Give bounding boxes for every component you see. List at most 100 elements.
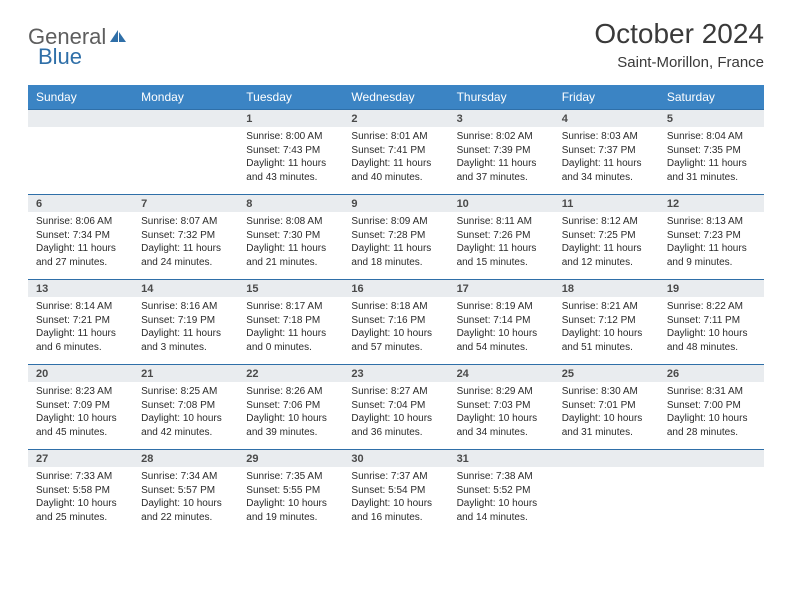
daylight-line: Daylight: 11 hours and 34 minutes. [562,157,651,184]
sunrise-line: Sunrise: 8:00 AM [246,130,335,144]
day-cell: 28Sunrise: 7:34 AMSunset: 5:57 PMDayligh… [133,449,238,534]
day-body: Sunrise: 8:26 AMSunset: 7:06 PMDaylight:… [238,382,343,449]
sunrise-line: Sunrise: 8:13 AM [667,215,756,229]
daylight-line: Daylight: 10 hours and 39 minutes. [246,412,335,439]
day-number: 18 [554,279,659,297]
day-body: Sunrise: 7:33 AMSunset: 5:58 PMDaylight:… [28,467,133,534]
day-number: 1 [238,109,343,127]
day-body: Sunrise: 8:31 AMSunset: 7:00 PMDaylight:… [659,382,764,449]
day-body: Sunrise: 8:02 AMSunset: 7:39 PMDaylight:… [449,127,554,194]
daylight-line: Daylight: 10 hours and 36 minutes. [351,412,440,439]
sunrise-line: Sunrise: 8:01 AM [351,130,440,144]
sunset-line: Sunset: 7:32 PM [141,229,230,243]
day-cell: 12Sunrise: 8:13 AMSunset: 7:23 PMDayligh… [659,194,764,279]
sunrise-line: Sunrise: 8:02 AM [457,130,546,144]
sunrise-line: Sunrise: 7:34 AM [141,470,230,484]
week-row: 1Sunrise: 8:00 AMSunset: 7:43 PMDaylight… [28,109,764,194]
day-number: 7 [133,194,238,212]
sunset-line: Sunset: 5:54 PM [351,484,440,498]
sunrise-line: Sunrise: 7:33 AM [36,470,125,484]
day-number: 26 [659,364,764,382]
daylight-line: Daylight: 11 hours and 37 minutes. [457,157,546,184]
sunrise-line: Sunrise: 8:09 AM [351,215,440,229]
day-body: Sunrise: 8:01 AMSunset: 7:41 PMDaylight:… [343,127,448,194]
day-number: 8 [238,194,343,212]
sunset-line: Sunset: 7:06 PM [246,399,335,413]
daylight-line: Daylight: 10 hours and 45 minutes. [36,412,125,439]
sunrise-line: Sunrise: 8:29 AM [457,385,546,399]
day-number: 29 [238,449,343,467]
day-body: Sunrise: 8:08 AMSunset: 7:30 PMDaylight:… [238,212,343,279]
dow-row: Sunday Monday Tuesday Wednesday Thursday… [28,85,764,109]
sunrise-line: Sunrise: 8:16 AM [141,300,230,314]
day-body: Sunrise: 8:27 AMSunset: 7:04 PMDaylight:… [343,382,448,449]
day-number: 12 [659,194,764,212]
sunset-line: Sunset: 5:55 PM [246,484,335,498]
location-label: Saint-Morillon, France [594,54,764,71]
day-body: Sunrise: 8:19 AMSunset: 7:14 PMDaylight:… [449,297,554,364]
sunset-line: Sunset: 7:37 PM [562,144,651,158]
day-number: 4 [554,109,659,127]
day-number: 10 [449,194,554,212]
daylight-line: Daylight: 10 hours and 19 minutes. [246,497,335,524]
sail-icon [108,24,128,50]
daylight-line: Daylight: 11 hours and 6 minutes. [36,327,125,354]
day-body: Sunrise: 8:14 AMSunset: 7:21 PMDaylight:… [28,297,133,364]
day-number: 13 [28,279,133,297]
day-cell: 4Sunrise: 8:03 AMSunset: 7:37 PMDaylight… [554,109,659,194]
daylight-line: Daylight: 10 hours and 22 minutes. [141,497,230,524]
dow-thursday: Thursday [449,85,554,109]
day-body [554,467,659,525]
day-body: Sunrise: 8:16 AMSunset: 7:19 PMDaylight:… [133,297,238,364]
sunset-line: Sunset: 7:19 PM [141,314,230,328]
header: General October 2024 Saint-Morillon, Fra… [28,18,764,71]
day-number: 17 [449,279,554,297]
day-cell: 21Sunrise: 8:25 AMSunset: 7:08 PMDayligh… [133,364,238,449]
sunset-line: Sunset: 7:39 PM [457,144,546,158]
sunrise-line: Sunrise: 8:21 AM [562,300,651,314]
day-cell: 23Sunrise: 8:27 AMSunset: 7:04 PMDayligh… [343,364,448,449]
sunset-line: Sunset: 7:35 PM [667,144,756,158]
day-cell: 14Sunrise: 8:16 AMSunset: 7:19 PMDayligh… [133,279,238,364]
day-number [133,109,238,127]
sunrise-line: Sunrise: 8:04 AM [667,130,756,144]
sunrise-line: Sunrise: 8:23 AM [36,385,125,399]
day-cell: 29 Sunrise: 7:35 AMSunset: 5:55 PMDayligh… [238,449,343,534]
day-cell [28,109,133,194]
daylight-line: Daylight: 11 hours and 12 minutes. [562,242,651,269]
page-title: October 2024 [594,18,764,50]
day-number: 31 [449,449,554,467]
daylight-line: Daylight: 11 hours and 3 minutes. [141,327,230,354]
sunset-line: Sunset: 7:11 PM [667,314,756,328]
day-body [28,127,133,185]
day-number: 24 [449,364,554,382]
sunrise-line: Sunrise: 8:25 AM [141,385,230,399]
day-body: Sunrise: 8:00 AMSunset: 7:43 PMDaylight:… [238,127,343,194]
sunrise-line: Sunrise: 8:03 AM [562,130,651,144]
daylight-line: Daylight: 10 hours and 25 minutes. [36,497,125,524]
day-number [28,109,133,127]
daylight-line: Daylight: 11 hours and 15 minutes. [457,242,546,269]
day-number [554,449,659,467]
daylight-line: Daylight: 10 hours and 57 minutes. [351,327,440,354]
daylight-line: Daylight: 11 hours and 9 minutes. [667,242,756,269]
sunrise-line: Sunrise: 7:38 AM [457,470,546,484]
day-number: 28 [133,449,238,467]
sunset-line: Sunset: 7:12 PM [562,314,651,328]
day-cell: 16Sunrise: 8:18 AMSunset: 7:16 PMDayligh… [343,279,448,364]
sunset-line: Sunset: 7:01 PM [562,399,651,413]
daylight-line: Daylight: 11 hours and 18 minutes. [351,242,440,269]
sunset-line: Sunset: 7:26 PM [457,229,546,243]
sunset-line: Sunset: 7:03 PM [457,399,546,413]
day-body: Sunrise: 8:03 AMSunset: 7:37 PMDaylight:… [554,127,659,194]
day-cell: 25Sunrise: 8:30 AMSunset: 7:01 PMDayligh… [554,364,659,449]
dow-sunday: Sunday [28,85,133,109]
sunrise-line: Sunrise: 7:35 AM [246,470,335,484]
daylight-line: Daylight: 11 hours and 31 minutes. [667,157,756,184]
daylight-line: Daylight: 11 hours and 40 minutes. [351,157,440,184]
sunset-line: Sunset: 5:52 PM [457,484,546,498]
sunset-line: Sunset: 7:14 PM [457,314,546,328]
day-body: Sunrise: 8:22 AMSunset: 7:11 PMDaylight:… [659,297,764,364]
sunset-line: Sunset: 7:08 PM [141,399,230,413]
sunrise-line: Sunrise: 8:18 AM [351,300,440,314]
